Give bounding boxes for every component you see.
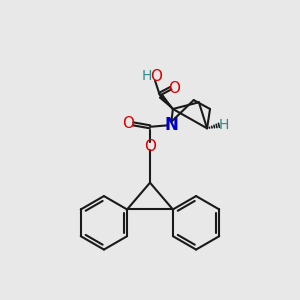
Text: N: N	[164, 116, 178, 134]
Polygon shape	[160, 95, 173, 109]
Text: O: O	[150, 69, 162, 84]
Text: H: H	[218, 118, 229, 132]
Text: O: O	[122, 116, 134, 131]
Text: O: O	[144, 139, 156, 154]
Text: O: O	[168, 81, 180, 96]
Text: H: H	[142, 69, 152, 83]
